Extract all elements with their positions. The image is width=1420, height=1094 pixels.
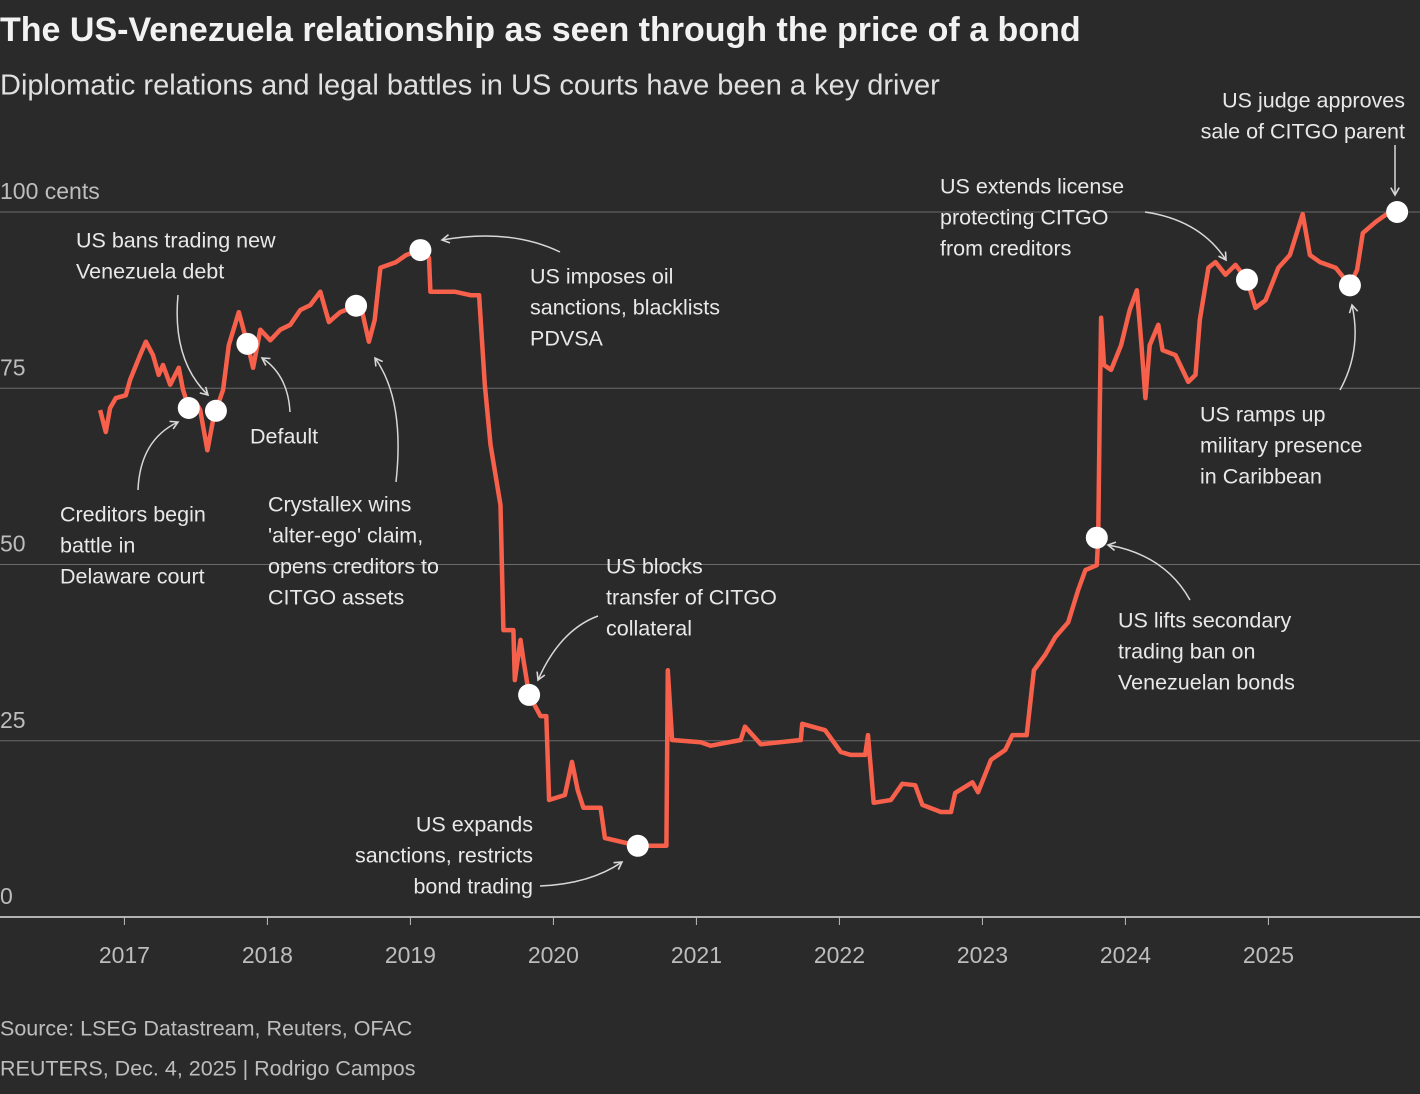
annotation-text: US blocks [606, 555, 703, 579]
annotation-text: Venezuelan bonds [1118, 671, 1295, 695]
annotation-arrow [536, 615, 599, 682]
annotation-text: military presence [1200, 434, 1363, 458]
source: Source: LSEG Datastream, Reuters, OFAC [0, 1017, 412, 1041]
annotation-text: battle in [60, 534, 135, 558]
annotation-text: in Caribbean [1200, 465, 1322, 489]
y-tick-label: 25 [0, 707, 26, 733]
event-dot [345, 294, 368, 317]
annotation-arrow [137, 420, 180, 491]
x-tick-label: 2020 [528, 942, 579, 968]
x-tick-label: 2025 [1243, 942, 1294, 968]
event-dot [409, 239, 432, 262]
event-dot [236, 332, 259, 355]
annotation-text: US imposes oil [530, 265, 673, 289]
chart-title: The US-Venezuela relationship as seen th… [0, 11, 1081, 49]
annotation-text: Creditors begin [60, 503, 206, 527]
annotation-text: from creditors [940, 237, 1071, 261]
annotation-text: US expands [416, 813, 533, 837]
x-tick-label: 2017 [99, 942, 150, 968]
annotation-arrow [539, 861, 624, 887]
annotation-arrow [1106, 541, 1191, 601]
y-tick-label: 50 [0, 531, 26, 557]
x-tick-label: 2022 [814, 942, 865, 968]
chart-subtitle: Diplomatic relations and legal battles i… [0, 70, 940, 102]
y-tick-label: 100 cents [0, 178, 100, 204]
annotation-text: bond trading [413, 875, 533, 899]
annotation-text: opens creditors to [268, 555, 439, 579]
y-tick-label: 0 [0, 883, 13, 909]
annotation-text: trading ban on [1118, 640, 1255, 664]
x-tick-label: 2019 [385, 942, 436, 968]
annotation-text: protecting CITGO [940, 206, 1108, 230]
annotation-arrow [1339, 303, 1359, 391]
x-tick-label: 2021 [671, 942, 722, 968]
annotation-text: CITGO assets [268, 586, 404, 610]
annotation-text: PDVSA [530, 327, 604, 351]
annotation-arrow [374, 356, 399, 483]
event-dot [1386, 201, 1409, 223]
x-tick-label: 2024 [1100, 942, 1151, 968]
x-tick-label: 2018 [242, 942, 293, 968]
event-dot [1338, 274, 1361, 297]
annotation-text: sale of CITGO parent [1201, 120, 1405, 144]
annotation-text: sanctions, blacklists [530, 296, 720, 320]
annotation-text: US bans trading new [76, 229, 276, 253]
y-tick-label: 75 [0, 354, 26, 380]
annotation-arrow [260, 357, 291, 413]
annotation-text: Delaware court [60, 565, 205, 589]
event-dot [1085, 526, 1108, 549]
annotation-text: Venezuela debt [76, 260, 224, 284]
event-dot [1235, 268, 1258, 291]
x-tick-label: 2023 [957, 942, 1008, 968]
event-dot [204, 399, 227, 422]
annotation-text: Crystallex wins [268, 493, 411, 517]
event-dot [518, 683, 541, 706]
annotation-text: US ramps up [1200, 403, 1326, 427]
annotation-text: US judge approves [1222, 89, 1405, 113]
annotation-text: US lifts secondary [1118, 609, 1292, 633]
annotation-text: sanctions, restricts [355, 844, 533, 868]
credit: REUTERS, Dec. 4, 2025 | Rodrigo Campos [0, 1057, 415, 1081]
annotation-text: 'alter-ego' claim, [268, 524, 423, 548]
annotation-arrow [176, 294, 210, 397]
annotation-arrow [440, 233, 561, 253]
annotation-text: Default [250, 425, 318, 449]
annotation-text: transfer of CITGO [606, 586, 777, 610]
annotation-text: collateral [606, 617, 692, 641]
annotation-arrow [1144, 211, 1227, 262]
event-dot [626, 834, 649, 857]
event-dot [177, 396, 200, 419]
annotation-text: US extends license [940, 175, 1124, 199]
